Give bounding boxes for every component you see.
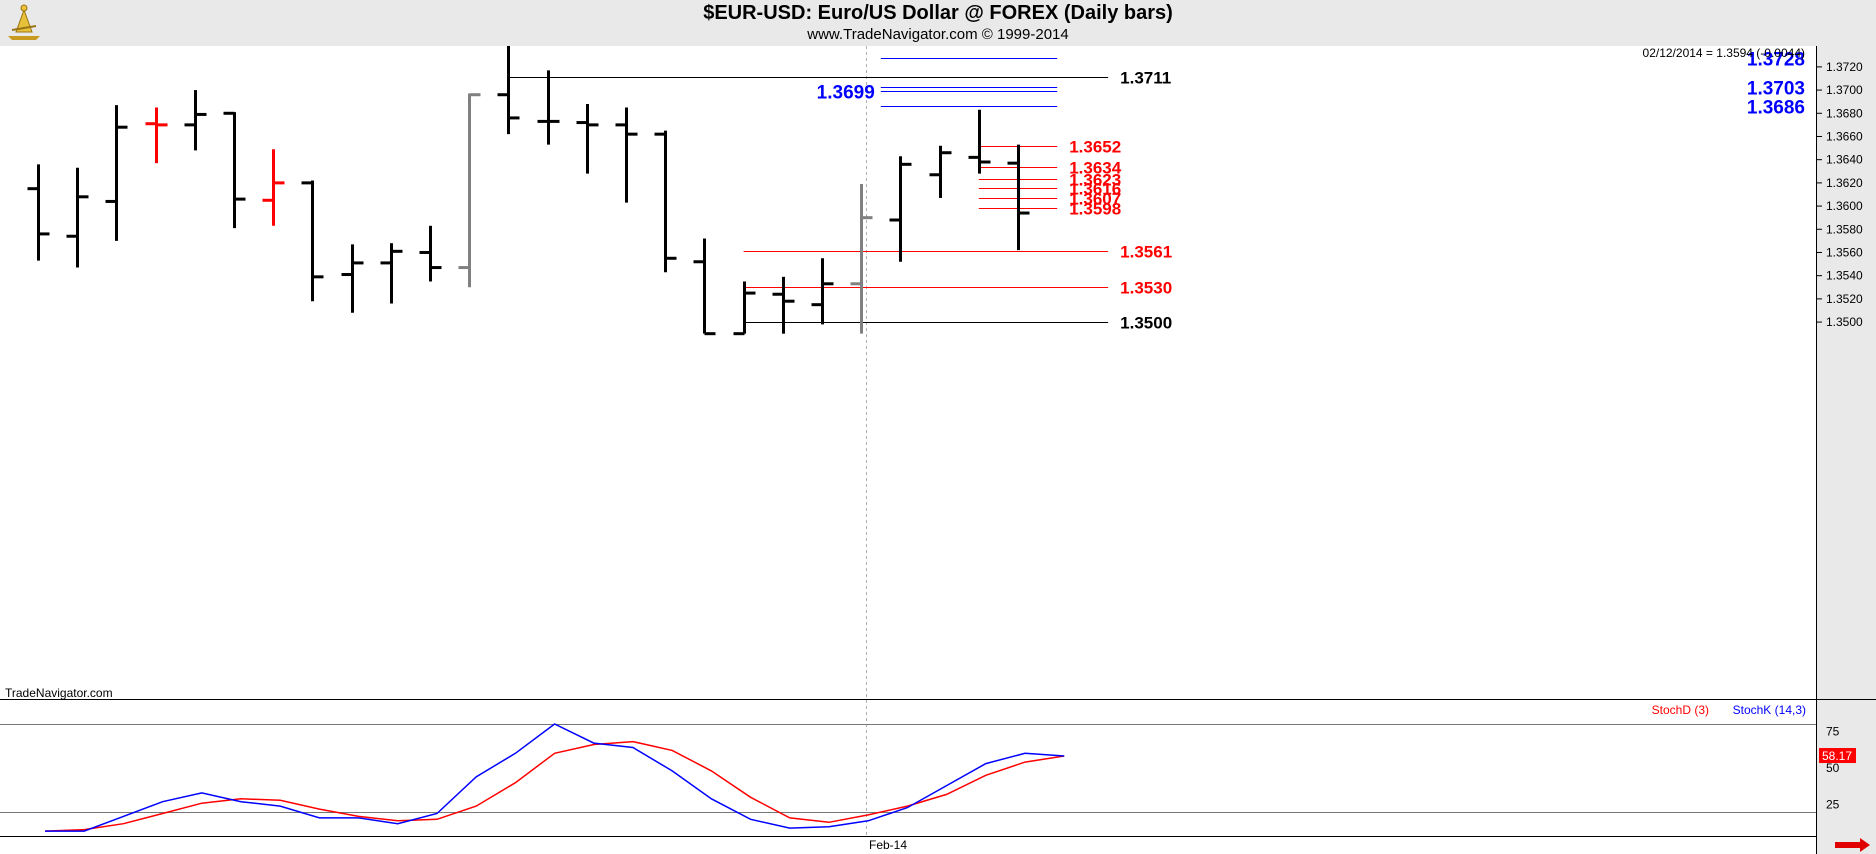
ohlc-bar — [458, 93, 481, 288]
ohlc-bar — [380, 243, 403, 304]
y-tick-label: 1.3520 — [1826, 292, 1863, 306]
ohlc-bar — [654, 130, 677, 273]
trade-navigator-logo-icon — [4, 2, 44, 42]
ohlc-bar — [66, 167, 89, 268]
ohlc-bar — [497, 46, 520, 135]
ohlc-bar — [889, 156, 912, 262]
x-axis-label: Feb-14 — [869, 838, 907, 852]
level-label: 1.3500 — [1120, 314, 1172, 333]
ohlc-bar — [419, 225, 442, 282]
stoch-tick-label: 25 — [1826, 798, 1840, 812]
level-label: 1.3686 — [1747, 98, 1805, 119]
ohlc-bar — [576, 104, 599, 174]
ohlc-bar — [105, 105, 128, 241]
y-tick-label: 1.3680 — [1826, 106, 1863, 120]
price-readout: 02/12/2014 = 1.3594 (-0.0044) — [1643, 46, 1805, 60]
legend-stochd: StochD (3) — [1652, 703, 1709, 717]
y-tick-label: 1.3580 — [1826, 222, 1863, 236]
y-axis-panel — [1816, 46, 1876, 854]
level-label: 1.3598 — [1069, 200, 1121, 219]
price-y-axis: 1.3500 1.3520 1.3540 1.3560 1.3580 1.3600 1.36… — [1816, 60, 1863, 329]
ohlc-bar — [929, 145, 952, 198]
price-panel — [0, 46, 1816, 698]
ohlc-bar — [223, 111, 246, 229]
level-label: 1.3561 — [1120, 243, 1172, 262]
ohlc-bar — [693, 238, 716, 336]
level-label: 1.3607 — [1069, 190, 1121, 209]
ohlc-bar — [341, 244, 364, 313]
y-tick-label: 1.3700 — [1826, 83, 1863, 97]
y-tick-label: 1.3500 — [1826, 315, 1863, 329]
stoch-series-line — [44, 740, 1065, 832]
stoch-last-value-box — [1819, 748, 1856, 764]
stoch-last-value: 58.17 — [1822, 749, 1852, 763]
ohlc-bar — [615, 107, 638, 203]
level-label: 1.3616 — [1069, 180, 1121, 199]
y-tick-label: 1.3660 — [1826, 129, 1863, 143]
ohlc-bar — [968, 109, 991, 174]
ohlc-bar — [537, 70, 560, 145]
chart-subtitle: www.TradeNavigator.com © 1999-2014 — [807, 26, 1069, 43]
level-label: 1.3703 — [1747, 79, 1805, 100]
scroll-right-arrow-icon[interactable] — [1835, 838, 1870, 852]
legend-stochk: StochK (14,3) — [1733, 703, 1806, 717]
ohlc-bar — [27, 164, 50, 261]
level-label: 1.3530 — [1120, 279, 1172, 298]
ohlc-bar — [811, 258, 834, 325]
level-label: 1.3634 — [1069, 159, 1122, 178]
stoch-tick-label: 50 — [1826, 761, 1840, 775]
stochastic-y-axis: 25 50 75 — [1826, 724, 1840, 811]
ohlc-bar — [850, 184, 873, 334]
level-label: 1.3711 — [1120, 69, 1171, 88]
ohlc-bar — [772, 276, 795, 334]
ohlc-bar — [301, 180, 324, 302]
chart-title: $EUR-USD: Euro/US Dollar @ FOREX (Daily … — [703, 2, 1173, 24]
chart-header: $EUR-USD: Euro/US Dollar @ FOREX (Daily … — [0, 0, 1876, 47]
level-label: 1.3699 — [817, 83, 875, 104]
y-tick-label: 1.3640 — [1826, 153, 1863, 167]
ohlc-bar — [1007, 144, 1030, 251]
y-tick-label: 1.3720 — [1826, 60, 1863, 74]
y-tick-label: 1.3540 — [1826, 269, 1863, 283]
stochastic-lines — [44, 723, 1065, 832]
y-tick-label: 1.3620 — [1826, 176, 1863, 190]
price-chart[interactable]: 1.3500 1.3520 1.3540 1.3560 1.3580 1.3600 1.36… — [0, 46, 1876, 854]
level-label: 1.3728 — [1747, 50, 1805, 71]
stoch-series-line — [45, 723, 1065, 832]
stoch-tick-label: 75 — [1826, 724, 1840, 738]
watermark: TradeNavigator.com — [5, 686, 113, 700]
level-label: 1.3623 — [1069, 171, 1121, 190]
ohlc-bar — [184, 90, 207, 151]
level-label: 1.3652 — [1069, 138, 1121, 157]
ohlc-bar — [262, 149, 285, 226]
ohlc-bar — [145, 107, 168, 164]
stochastic-panel — [0, 701, 1816, 854]
price-levels: 1.3728 1.3711 1.3703 1.3699 1.3686 1.3652 1.36… — [508, 50, 1805, 333]
y-tick-label: 1.3600 — [1826, 199, 1863, 213]
ohlc-bar — [733, 281, 756, 336]
ohlc-bars — [27, 46, 1030, 336]
y-tick-label: 1.3560 — [1826, 245, 1863, 259]
